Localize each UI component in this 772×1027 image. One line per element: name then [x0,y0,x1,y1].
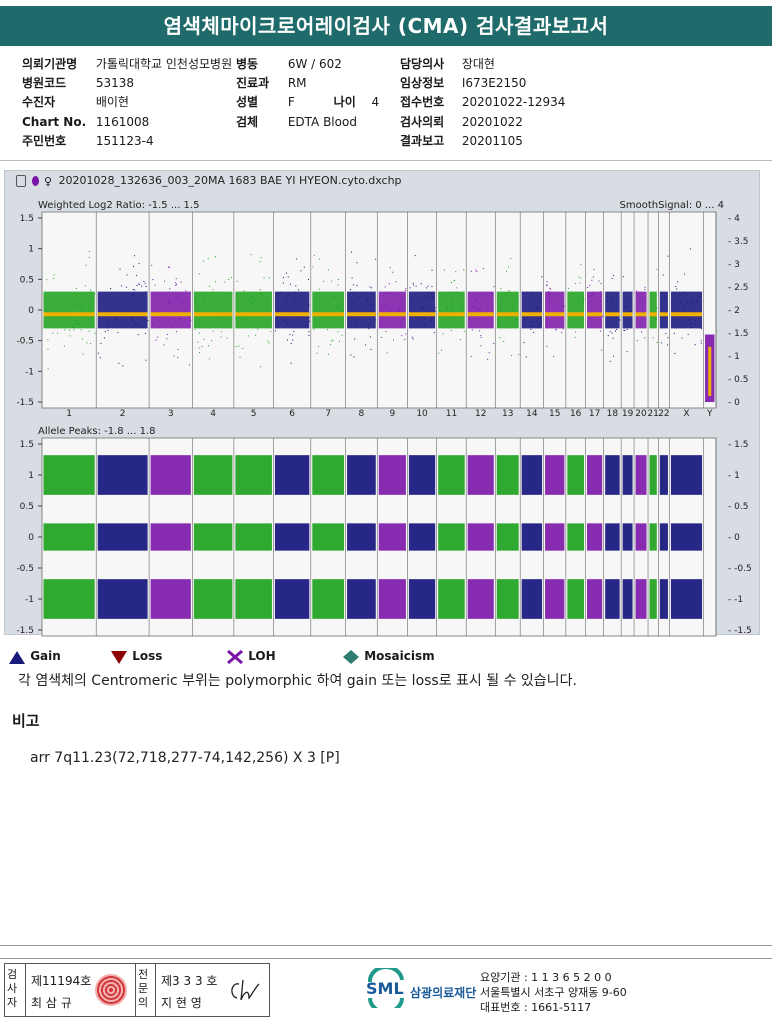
value-chart-no: 1161008 [95,115,150,129]
label-resident-no: 주민번호 [22,134,67,148]
info-row-physician: 담당의사 장대현 [400,55,495,73]
legend-loh: LOH [226,646,276,666]
divider [0,160,772,161]
tester-name: 최 삼 규 [31,996,72,1010]
info-row-department: 진료과 RM [236,74,307,92]
legend-loh-label: LOH [248,649,276,663]
info-row-receipt-no: 접수번호 20201022-12934 [400,93,565,111]
signature-box: 검사자 제11194호 최 삼 규 전문의 제3 3 3 호 지 현 영 [4,963,270,1017]
plot-filename: 20201028_132636_003_20MA 1683 BAE YI HYE… [58,174,402,187]
info-row-institution: 의뢰기관명 가톨릭대학교 인천성모병원 [22,55,232,73]
chromosome-icon [16,175,26,187]
legend-loss: Loss [110,646,162,666]
female-icon: ♀ [44,174,53,188]
value-age: 4 [371,95,380,109]
loss-icon [111,650,127,664]
info-row-patient: 수진자 배이현 [22,93,129,111]
info-row-clinical-info: 임상정보 I673E2150 [400,74,526,92]
report-title: 염색체마이크로어레이검사 (CMA) 검사결과보고서 [0,6,772,46]
tester-license: 제11194호 [31,974,92,988]
value-receipt-no: 20201022-12934 [461,95,566,109]
value-sex: F [287,95,295,109]
specialist-name: 지 현 영 [161,996,202,1010]
label-report-date: 결과보고 [400,134,445,148]
specialist-role: 전문의 [138,968,149,1009]
footer-divider-2 [0,958,772,959]
label-patient: 수진자 [22,95,56,109]
balloon-icon [31,176,39,186]
label-specimen: 검체 [236,115,259,129]
value-report-date: 20201105 [461,134,523,148]
info-row-request-date: 검사의뢰 20201022 [400,113,523,131]
value-institution: 가톨릭대학교 인천성모병원 [95,57,233,71]
label-institution: 의뢰기관명 [22,57,78,71]
footer-contact: 요양기관 : 1 1 3 6 5 2 0 0 서울특별시 서초구 양재동 9-6… [480,970,627,1015]
info-row-chart-no: Chart No. 1161008 [22,113,149,131]
info-row-sex: 성별 F 나이 4 [236,93,379,111]
label-request-date: 검사의뢰 [400,115,445,129]
label-chart-no: Chart No. [22,115,87,129]
label-ward: 병동 [236,57,259,71]
cma-plot-frame [4,170,760,635]
tester-role: 검사자 [7,968,18,1009]
phone: 대표번호 : 1661-5117 [480,1001,592,1014]
label-department: 진료과 [236,76,270,90]
sig-divider-1 [25,964,26,1016]
mosaicism-icon [343,649,359,664]
info-row-hospital-code: 병원코드 53138 [22,74,134,92]
info-row-resident-no: 주민번호 151123-4 [22,132,154,150]
sig-divider-3 [155,964,156,1016]
plot-filename-row: ♀ 20201028_132636_003_20MA 1683 BAE YI H… [16,174,402,188]
sig-divider-2 [135,964,136,1016]
value-physician: 장대현 [461,57,495,71]
label-clinical-info: 임상정보 [400,76,445,90]
remark-text: arr 7q11.23(72,718,277-74,142,256) X 3 [… [30,750,340,766]
legend-gain-label: Gain [30,649,61,663]
label-receipt-no: 접수번호 [400,95,445,109]
tester-seal [95,974,127,1006]
info-row-specimen: 검체 EDTA Blood [236,113,357,131]
sml-logo-text: SML [366,979,404,998]
label-age: 나이 [333,95,356,109]
loh-icon [227,649,243,664]
label-sex: 성별 [236,95,259,109]
gain-icon [9,650,25,664]
value-request-date: 20201022 [461,115,523,129]
label-hospital-code: 병원코드 [22,76,67,90]
specialist-signature [231,979,260,1001]
info-row-report-date: 결과보고 20201105 [400,132,523,150]
value-ward: 6W / 602 [287,57,342,71]
value-department: RM [287,76,307,90]
specialist-license: 제3 3 3 호 [161,974,218,988]
address: 서울특별시 서초구 양재동 9-60 [480,986,627,999]
value-resident-no: 151123-4 [95,134,154,148]
centromere-note: 각 염색체의 Centromeric 부위는 polymorphic 하여 ga… [18,673,577,689]
institution-code: 요양기관 : 1 1 3 6 5 2 0 0 [480,971,612,984]
legend-mosaicism: Mosaicism [342,646,435,666]
sml-logo-icon [367,968,404,1008]
legend-mosaicism-label: Mosaicism [364,649,435,663]
legend-gain: Gain [8,646,61,666]
value-specimen: EDTA Blood [287,115,357,129]
foundation-name: 삼광의료재단 [410,986,477,1000]
legend-loss-label: Loss [132,649,163,663]
footer-divider [0,945,772,946]
value-hospital-code: 53138 [95,76,135,90]
value-patient: 배이현 [95,95,129,109]
value-clinical-info: I673E2150 [461,76,527,90]
legend: Gain Loss LOH Mosaicism [8,646,608,666]
remark-title: 비고 [12,712,40,730]
info-row-ward: 병동 6W / 602 [236,55,342,73]
label-physician: 담당의사 [400,57,445,71]
